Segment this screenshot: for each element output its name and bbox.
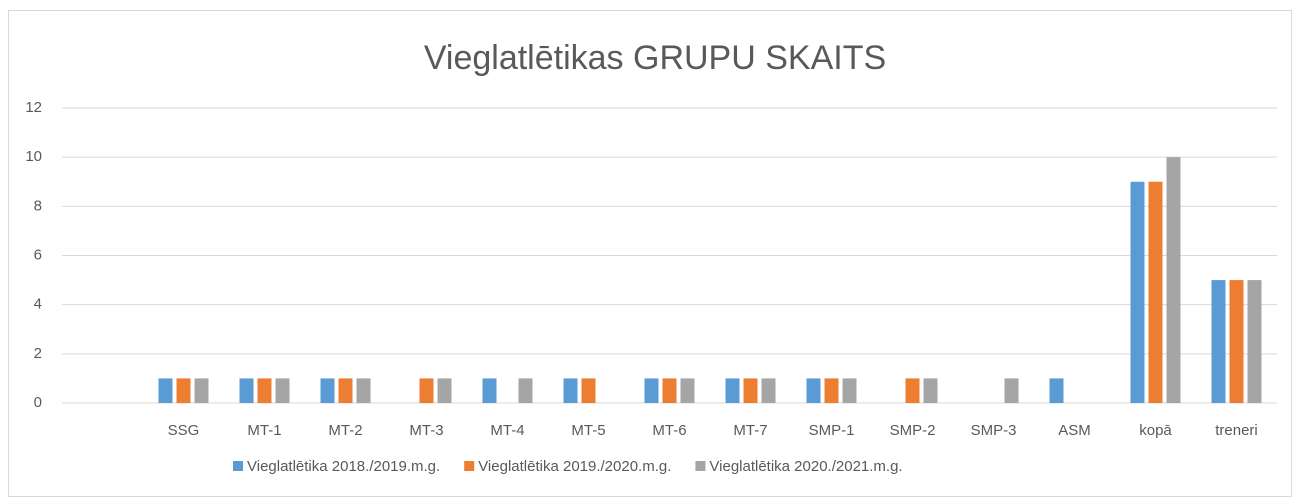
y-tick-label: 10 [25, 148, 42, 165]
x-tick-label: SMP-2 [890, 422, 936, 439]
x-tick-label: SMP-3 [971, 422, 1017, 439]
bar [806, 378, 821, 403]
bar [338, 378, 353, 403]
x-tick-label: MT-5 [571, 422, 605, 439]
bar [581, 378, 596, 403]
legend-label: Vieglatlētika 2018./2019.m.g. [247, 458, 440, 475]
bar [905, 378, 920, 403]
bar [662, 378, 677, 403]
bar [1148, 181, 1163, 403]
bar [680, 378, 695, 403]
bar [275, 378, 290, 403]
y-tick-label: 0 [34, 394, 42, 411]
bar [176, 378, 191, 403]
bar [1166, 157, 1181, 403]
x-tick-label: treneri [1215, 422, 1258, 439]
bar [320, 378, 335, 403]
x-tick-label: MT-1 [247, 422, 281, 439]
bar [257, 378, 272, 403]
bar [1247, 280, 1262, 403]
y-tick-label: 12 [25, 99, 42, 116]
bar [239, 378, 254, 403]
bar [437, 378, 452, 403]
bar [923, 378, 938, 403]
y-tick-label: 2 [34, 345, 42, 362]
y-tick-label: 8 [34, 197, 42, 214]
bar [1211, 280, 1226, 403]
bar [842, 378, 857, 403]
bar [644, 378, 659, 403]
legend-label: Vieglatlētika 2019./2020.m.g. [478, 458, 671, 475]
x-tick-label: ASM [1058, 422, 1091, 439]
bar [356, 378, 371, 403]
bar [1004, 378, 1019, 403]
legend-swatch [464, 461, 475, 471]
chart-title: Vieglatlētikas GRUPU SKAITS [424, 39, 886, 77]
bar [482, 378, 497, 403]
bar [563, 378, 578, 403]
bar [158, 378, 173, 403]
legend-swatch [695, 461, 706, 471]
bar [761, 378, 776, 403]
bar [743, 378, 758, 403]
bar [518, 378, 533, 403]
x-tick-label: SMP-1 [809, 422, 855, 439]
x-tick-label: SSG [168, 422, 200, 439]
bar [725, 378, 740, 403]
x-tick-label: kopā [1139, 422, 1172, 439]
y-tick-label: 4 [34, 296, 42, 313]
x-tick-label: MT-2 [328, 422, 362, 439]
x-tick-label: MT-6 [652, 422, 686, 439]
bar [824, 378, 839, 403]
chart-border [8, 10, 1292, 497]
bar [194, 378, 209, 403]
bar [1130, 181, 1145, 403]
x-tick-label: MT-7 [733, 422, 767, 439]
legend-swatch [233, 461, 243, 471]
bar [1049, 378, 1064, 403]
y-tick-label: 6 [34, 246, 42, 263]
bar [419, 378, 434, 403]
legend-label: Vieglatlētika 2020./2021.m.g. [709, 458, 902, 475]
x-tick-label: MT-3 [409, 422, 443, 439]
x-tick-label: MT-4 [490, 422, 524, 439]
bar [1229, 280, 1244, 403]
